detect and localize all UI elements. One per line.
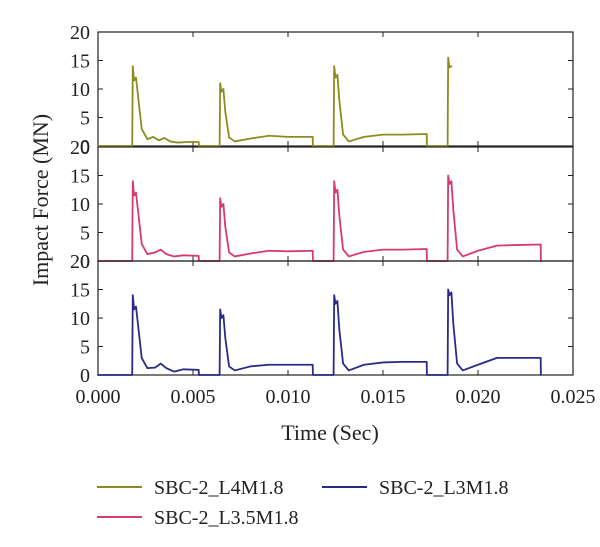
y-tick-label: 0 [80, 136, 90, 158]
y-tick-label: 15 [70, 166, 90, 188]
y-tick-label: 15 [70, 280, 90, 302]
x-tick-label: 0.000 [76, 386, 121, 408]
y-tick-label: 0 [80, 251, 90, 273]
x-tick-label: 0.015 [361, 386, 406, 408]
x-tick-label: 0.010 [266, 386, 311, 408]
panel-3 [97, 260, 574, 376]
y-tick-label: 5 [80, 108, 90, 130]
y-axis-title: Impact Force (MN) [28, 114, 53, 286]
legend: SBC-2_L4M1.8 SBC-2_L3M1.8 SBC-2_L3.5M1.8 [97, 477, 508, 529]
panel-2 [97, 146, 574, 262]
x-axis: 0.000 0.005 0.010 0.015 0.020 0.025 [76, 386, 596, 408]
x-tick-label: 0.025 [551, 386, 596, 408]
legend-item-l3: SBC-2_L3M1.8 [322, 477, 508, 499]
series-line-panel-2 [97, 174, 542, 262]
y-tick-label: 20 [70, 22, 90, 44]
legend-item-l35: SBC-2_L3.5M1.8 [97, 507, 298, 529]
panel-1 [97, 31, 574, 147]
y-tick-label: 10 [70, 79, 90, 101]
x-axis-title: Time (Sec) [281, 420, 379, 445]
y-tick-label: 20 [70, 251, 90, 273]
panel-frame [97, 31, 574, 147]
y-tick-label: 0 [80, 365, 90, 387]
legend-label-l4: SBC-2_L4M1.8 [154, 477, 283, 499]
series-line-panel-3 [97, 288, 542, 376]
legend-label-l3: SBC-2_L3M1.8 [379, 477, 508, 499]
y-tick-label: 20 [70, 137, 90, 159]
legend-item-l4: SBC-2_L4M1.8 [97, 477, 283, 499]
y-tick-label: 10 [70, 194, 90, 216]
x-tick-label: 0.020 [456, 386, 501, 408]
y-tick-label: 5 [80, 223, 90, 245]
panel-frame [97, 146, 574, 262]
y-tick-label: 5 [80, 337, 90, 359]
y-tick-label: 15 [70, 51, 90, 73]
y-tick-label: 10 [70, 308, 90, 330]
series-line-panel-1 [97, 56, 453, 147]
x-tick-label: 0.005 [171, 386, 216, 408]
chart-panels [97, 31, 574, 376]
legend-label-l35: SBC-2_L3.5M1.8 [154, 507, 298, 529]
